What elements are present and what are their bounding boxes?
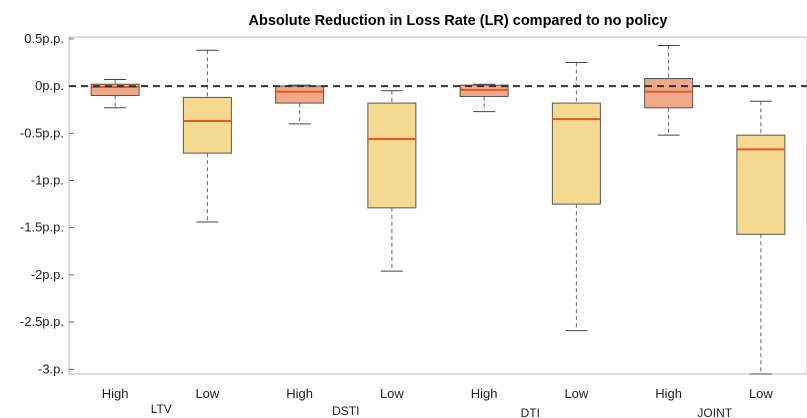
y-tick-label: -3.p. (38, 361, 64, 376)
iqr-box (182, 96, 232, 154)
box-dti-high (459, 83, 509, 113)
y-tick-label: -1.5p.p. (20, 220, 64, 235)
y-axis: 0.5p.p. 0p.p. -0.5p.p. -1p.p. -1.5p.p. -2p.p.… (20, 31, 74, 376)
iqr-box (736, 134, 786, 235)
iqr-box (644, 78, 694, 109)
y-tick-label: -2.5p.p. (20, 314, 64, 329)
box-dsti-low (367, 90, 417, 272)
x-tick-label: High (102, 386, 129, 401)
x-tick-label: Low (749, 386, 773, 401)
group-label-ltv: LTV (151, 402, 172, 416)
x-tick-label: Low (195, 386, 219, 401)
plot-area (68, 36, 807, 375)
box-dti-low (551, 61, 601, 332)
x-tick-label: Low (380, 386, 404, 401)
boxes (90, 44, 786, 375)
iqr-box (90, 83, 140, 97)
box-ltv-low (182, 49, 232, 223)
iqr-box (367, 102, 417, 209)
iqr-box (275, 85, 325, 104)
box-joint-high (644, 44, 694, 136)
y-tick-label: 0p.p. (35, 78, 64, 93)
group-label-dsti: DSTI (332, 404, 359, 418)
x-tick-label: High (471, 386, 498, 401)
group-label-dti: DTI (521, 406, 540, 418)
chart-title: Absolute Reduction in Loss Rate (LR) com… (249, 13, 668, 29)
x-axis: High Low High Low High Low High Low LTV DSTI DTI JO… (102, 386, 774, 418)
box-joint-low (736, 100, 786, 375)
x-tick-label: Low (564, 386, 588, 401)
x-tick-label: High (655, 386, 682, 401)
group-label-joint: JOINT (697, 406, 732, 418)
x-tick-label: High (286, 386, 313, 401)
y-tick-label: -1p.p. (31, 172, 64, 187)
y-tick-label: 0.5p.p. (24, 31, 64, 46)
y-tick-label: -2p.p. (31, 267, 64, 282)
y-tick-label: -0.5p.p. (20, 125, 64, 140)
